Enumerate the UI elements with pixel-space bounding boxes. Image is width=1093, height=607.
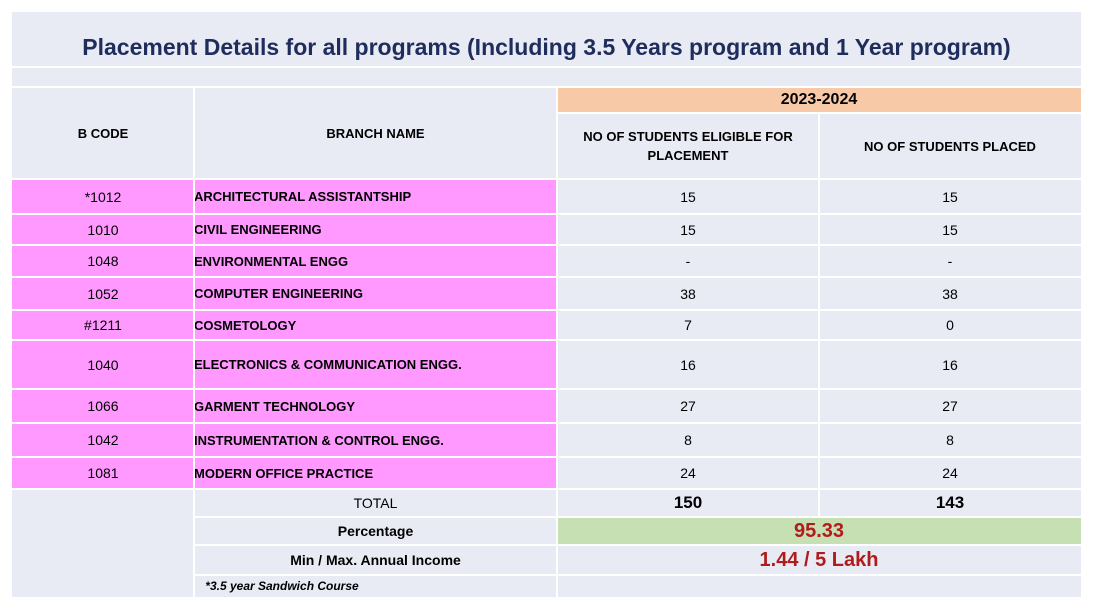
- table-row-eligible: 8: [557, 424, 819, 458]
- table-row-placed: 15: [819, 215, 1081, 246]
- table-row-eligible: 7: [557, 311, 819, 341]
- table-row-code: 1081: [12, 458, 194, 490]
- table-row-placed: 38: [819, 278, 1081, 311]
- header-year: 2023-2024: [557, 88, 1081, 114]
- table-row-code: #1211: [12, 311, 194, 341]
- table-row-branch: ELECTRONICS & COMMUNICATION ENGG.: [194, 341, 557, 390]
- table-row-eligible: 27: [557, 390, 819, 424]
- table-row-placed: 24: [819, 458, 1081, 490]
- table-row-eligible: 15: [557, 180, 819, 215]
- table-row-eligible: -: [557, 246, 819, 278]
- table-row-code: 1042: [12, 424, 194, 458]
- grid-line-top: [12, 66, 1081, 68]
- table-row-code: 1066: [12, 390, 194, 424]
- header-eligible: NO OF STUDENTS ELIGIBLE FOR PLACEMENT: [557, 114, 819, 180]
- table-row-placed: 0: [819, 311, 1081, 341]
- table-row-placed: 15: [819, 180, 1081, 215]
- grid-line-col1: [193, 88, 195, 597]
- table-row-code: *1012: [12, 180, 194, 215]
- table-row-code: 1052: [12, 278, 194, 311]
- table-row-placed: -: [819, 246, 1081, 278]
- table-row-eligible: 24: [557, 458, 819, 490]
- table-row-code: 1010: [12, 215, 194, 246]
- header-branch-name: BRANCH NAME: [194, 88, 557, 180]
- grid-line-header: [12, 86, 1081, 88]
- table-row-placed: 8: [819, 424, 1081, 458]
- total-label: TOTAL: [194, 490, 557, 518]
- total-eligible: 150: [557, 490, 819, 518]
- grid-line-col3: [818, 114, 820, 518]
- table-row-branch: GARMENT TECHNOLOGY: [194, 390, 557, 424]
- total-placed: 143: [819, 490, 1081, 518]
- table-row-eligible: 15: [557, 215, 819, 246]
- percentage-label: Percentage: [194, 518, 557, 546]
- page-title: Placement Details for all programs (Incl…: [82, 34, 1011, 60]
- header-placed: NO OF STUDENTS PLACED: [819, 114, 1081, 180]
- income-label: Min / Max. Annual Income: [194, 546, 557, 576]
- table-row-placed: 16: [819, 341, 1081, 390]
- grid-line-col2: [556, 88, 558, 597]
- table-row-branch: COSMETOLOGY: [194, 311, 557, 341]
- header-bcode: B CODE: [12, 88, 194, 180]
- table-row-branch: CIVIL ENGINEERING: [194, 215, 557, 246]
- table-row-branch: MODERN OFFICE PRACTICE: [194, 458, 557, 490]
- income-value: 1.44 / 5 Lakh: [557, 546, 1081, 576]
- table-row-placed: 27: [819, 390, 1081, 424]
- percentage-value: 95.33: [557, 518, 1081, 546]
- table-row-eligible: 38: [557, 278, 819, 311]
- placement-slide: Placement Details for all programs (Incl…: [12, 12, 1081, 597]
- table-row-branch: INSTRUMENTATION & CONTROL ENGG.: [194, 424, 557, 458]
- table-row-code: 1048: [12, 246, 194, 278]
- table-row-code: 1040: [12, 341, 194, 390]
- footnote: *3.5 year Sandwich Course: [205, 579, 359, 593]
- table-row-branch: ARCHITECTURAL ASSISTANTSHIP: [194, 180, 557, 215]
- table-row-branch: COMPUTER ENGINEERING: [194, 278, 557, 311]
- table-row-branch: ENVIRONMENTAL ENGG: [194, 246, 557, 278]
- table-row-eligible: 16: [557, 341, 819, 390]
